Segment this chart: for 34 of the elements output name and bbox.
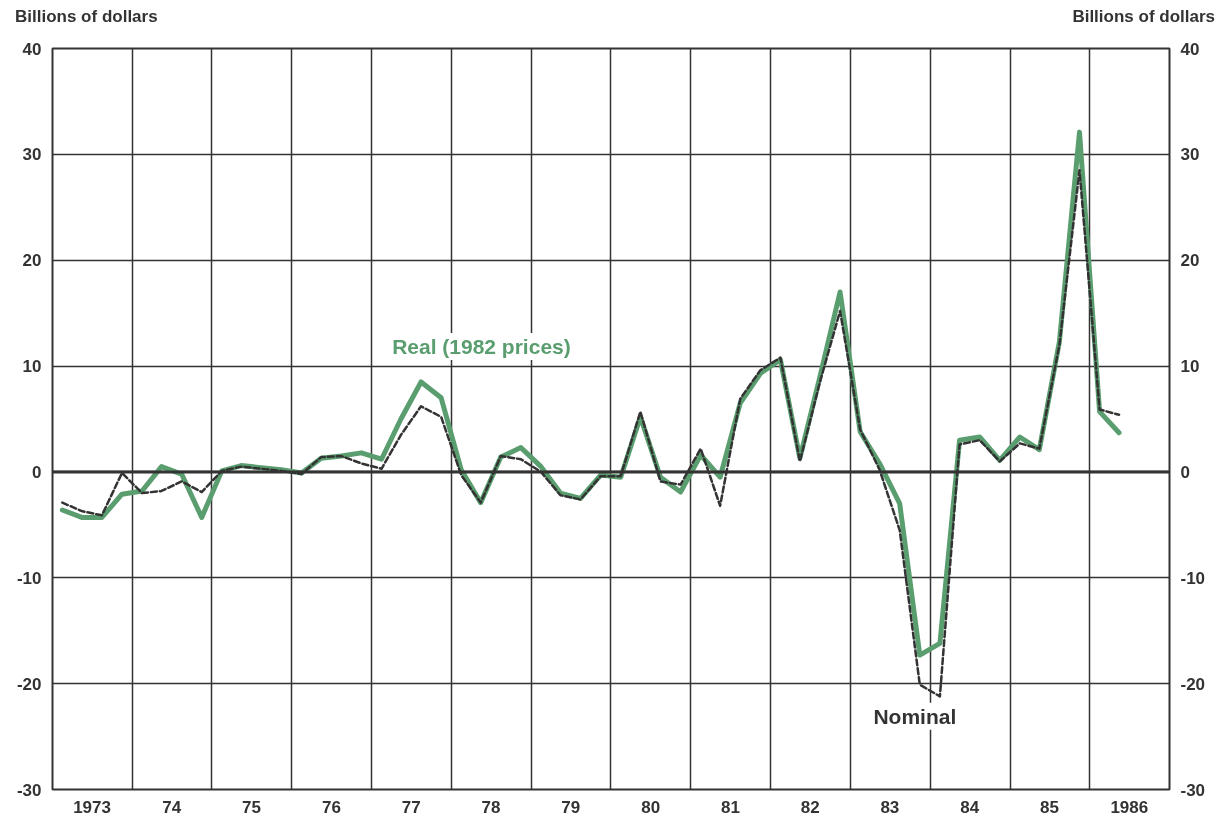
x-tick-label: 1986 (1110, 797, 1149, 817)
y2-tick-label: 30 (1180, 145, 1200, 165)
y2-tick-label: 0 (1180, 462, 1190, 482)
series-label: Real (1982 prices) (392, 334, 571, 358)
y-tick-label: -10 (16, 568, 42, 588)
x-tick-label: 1973 (73, 797, 111, 817)
y-tick-label: 0 (32, 462, 42, 482)
x-tick-label: 80 (641, 797, 661, 817)
y-tick-label: 40 (22, 39, 42, 59)
y2-tick-label: -20 (1180, 674, 1206, 694)
y2-tick-label: 10 (1180, 357, 1200, 377)
x-tick-label: 85 (1040, 797, 1060, 817)
x-tick-label: 83 (880, 797, 900, 817)
x-tick-label: 84 (960, 797, 980, 817)
x-tick-label: 82 (800, 797, 820, 817)
y2-tick-label: -10 (1180, 568, 1206, 588)
x-tick-label: 81 (720, 797, 740, 817)
y-tick-label: -20 (16, 674, 42, 694)
y2-axis-title: Billions of dollars (1072, 6, 1215, 28)
y-axis-title: Billions of dollars (15, 6, 158, 28)
x-tick-label: 76 (322, 797, 341, 817)
y2-tick-label: 40 (1180, 39, 1200, 59)
y-tick-label: -30 (16, 780, 42, 800)
x-tick-label: 79 (561, 797, 581, 817)
x-tick-label: 75 (242, 797, 261, 817)
y-tick-label: 30 (22, 145, 42, 165)
y2-tick-label: 20 (1180, 251, 1200, 271)
y-tick-label: 20 (22, 251, 42, 271)
x-tick-label: 78 (481, 797, 501, 817)
y-tick-label: 10 (22, 357, 42, 377)
x-tick-label: 77 (401, 797, 421, 817)
x-tick-label: 74 (162, 797, 182, 817)
series-label: Nominal (873, 704, 957, 728)
y2-tick-label: -30 (1180, 780, 1206, 800)
